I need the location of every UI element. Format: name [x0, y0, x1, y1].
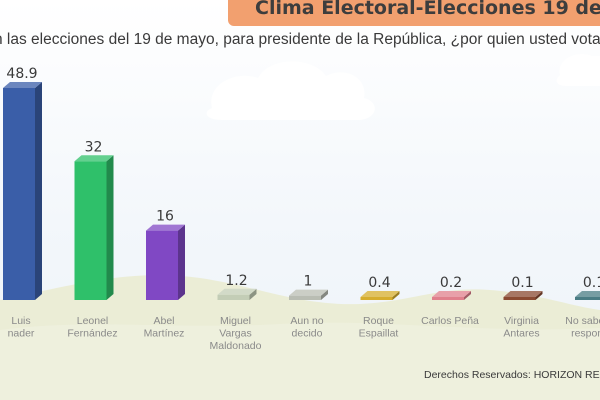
ground-hills — [0, 322, 600, 400]
bar — [217, 288, 257, 300]
data-label: 16 — [156, 209, 174, 225]
bar-side — [392, 291, 400, 300]
bar-top — [74, 155, 114, 162]
bar-front — [74, 161, 107, 300]
category-label: Virginia Antares — [503, 315, 539, 340]
cloud-shape — [556, 54, 600, 86]
bar — [432, 291, 471, 300]
bar — [74, 155, 114, 300]
bar-top — [432, 291, 471, 297]
bar-front — [503, 297, 536, 300]
category-label: Miguel Vargas Maldonado — [210, 315, 262, 352]
chart-title: Clima Electoral-Elecciones 19 de — [255, 0, 600, 19]
bar-front — [146, 230, 178, 300]
category-label: Aun no decido — [290, 315, 323, 340]
bar-front — [217, 294, 250, 300]
bar-side — [321, 289, 328, 300]
cloud-shape — [206, 61, 375, 120]
bar-side — [535, 291, 543, 300]
bar-front — [3, 88, 35, 300]
category-label: Luis nader — [8, 315, 35, 340]
bar-top — [503, 291, 543, 297]
category-label: Leonel Fernández — [67, 315, 117, 340]
data-label: 0.1 — [511, 275, 533, 291]
bar — [289, 289, 328, 300]
bar-top — [217, 288, 257, 295]
data-label: 0.2 — [440, 275, 462, 291]
bar-side — [106, 155, 114, 300]
data-label: 32 — [85, 139, 103, 155]
bar-front — [289, 295, 321, 300]
data-label: 0.4 — [368, 275, 390, 291]
title-banner — [228, 0, 600, 26]
bar-front — [575, 297, 600, 300]
bar-top — [360, 291, 400, 297]
category-label: Carlos Peña — [421, 315, 479, 327]
bar — [3, 82, 42, 300]
copyright-footer: Derechos Reservados: HORIZON RE — [424, 369, 600, 381]
category-label: Roque Espaillat — [359, 315, 399, 340]
bar-front — [360, 297, 393, 300]
bar-front — [432, 297, 464, 300]
bar-side — [35, 82, 42, 300]
category-label: Abel Martínez — [144, 315, 185, 340]
bar-side — [464, 291, 471, 300]
bar-top — [3, 82, 42, 88]
bar — [360, 291, 400, 300]
data-label: 1.2 — [225, 273, 247, 289]
chart-subtitle: n las elecciones del 19 de mayo, para pr… — [0, 31, 600, 48]
category-label: No sabe / Nresponde — [565, 315, 600, 340]
bar — [146, 224, 185, 300]
bar — [503, 291, 543, 300]
bar — [575, 291, 600, 300]
data-label: 48.9 — [6, 66, 37, 82]
bar-top — [575, 291, 600, 297]
data-label: 1 — [304, 274, 313, 290]
bar-side — [178, 224, 185, 300]
bar-top — [289, 289, 328, 296]
bar-side — [249, 288, 257, 300]
data-label: 0.1 — [583, 275, 600, 291]
bar-top — [146, 224, 185, 231]
